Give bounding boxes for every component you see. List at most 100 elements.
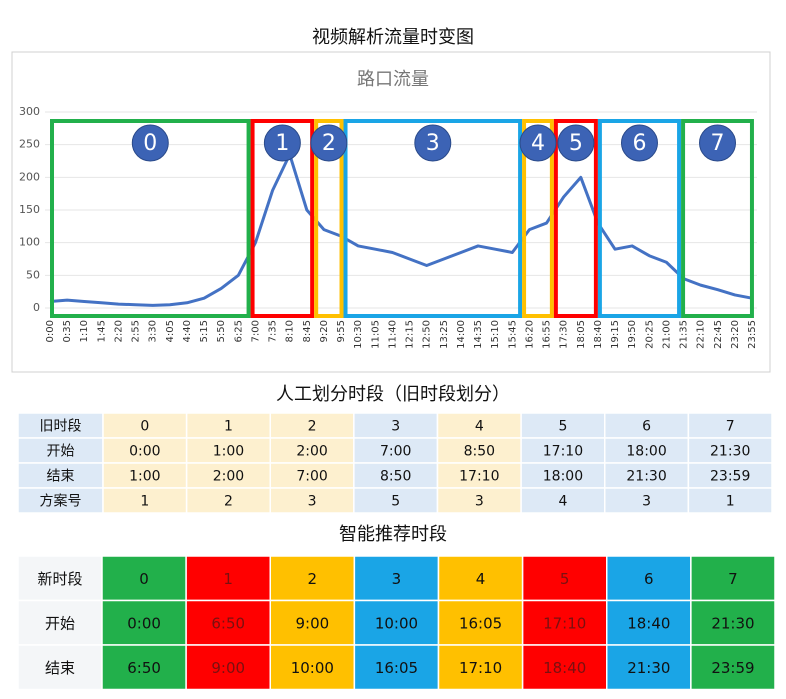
x-tick-label: 12:50 — [422, 320, 433, 349]
table-cell — [606, 599, 692, 646]
cell-text: 6 — [642, 419, 651, 435]
cell-text: 18:40 — [627, 614, 670, 632]
x-tick-label: 19:50 — [627, 320, 638, 349]
cell-text: 10:00 — [375, 614, 418, 632]
x-tick-label: 9:55 — [336, 320, 347, 342]
cell-text: 17:10 — [543, 444, 583, 460]
table-cell — [520, 437, 606, 464]
segment-box — [343, 119, 523, 318]
x-tick-label: 15:45 — [507, 320, 518, 349]
table-cell — [436, 412, 522, 439]
x-tick-label: 11:05 — [370, 320, 381, 349]
table-cell — [690, 644, 776, 691]
y-tick-label: 50 — [26, 268, 40, 281]
cell-text: 21:30 — [711, 614, 754, 632]
cell-text: 21:30 — [626, 469, 666, 485]
x-tick-label: 14:00 — [456, 320, 467, 349]
cell-text: 4 — [558, 494, 567, 510]
x-tick-label: 4:40 — [182, 320, 193, 342]
x-tick-label: 8:10 — [285, 320, 296, 342]
cell-text: 5 — [558, 419, 567, 435]
segment-label: 5 — [569, 131, 583, 156]
table-title: 智能推荐时段 — [339, 524, 447, 545]
table-cell — [17, 555, 103, 602]
table-cell — [353, 487, 439, 514]
table-cell — [185, 487, 271, 514]
cell-text: 3 — [308, 494, 317, 510]
cell-text: 0 — [140, 419, 149, 435]
cell-text: 旧时段 — [40, 419, 82, 435]
cell-text: 7 — [726, 419, 735, 435]
cell-text: 6:50 — [127, 659, 161, 677]
cell-text: 23:59 — [710, 469, 750, 485]
line-series — [49, 152, 753, 307]
cell-text: 开始 — [45, 614, 75, 632]
cell-text: 1 — [224, 419, 233, 435]
x-tick-label: 18:40 — [593, 320, 604, 349]
cell-text: 新时段 — [37, 570, 82, 588]
cell-text: 17:10 — [459, 469, 499, 485]
segment-badge — [699, 124, 737, 162]
table-cell — [102, 487, 188, 514]
table-title: 人工划分时段（旧时段划分） — [276, 384, 510, 405]
segment-box — [553, 119, 598, 318]
table-cell — [687, 412, 773, 439]
table-cell — [604, 462, 690, 489]
cell-text: 2:00 — [296, 444, 327, 460]
x-tick-label: 15:10 — [490, 320, 501, 349]
x-tick-label: 21:35 — [679, 320, 690, 349]
segment-box — [522, 119, 554, 318]
cell-text: 3 — [642, 494, 651, 510]
cell-text: 1 — [726, 494, 735, 510]
segment-label: 6 — [632, 131, 646, 156]
cell-text: 3 — [391, 419, 400, 435]
segment-badge — [263, 124, 301, 162]
table-cell — [437, 555, 524, 602]
cell-text: 8:50 — [380, 469, 411, 485]
cell-text: 2 — [308, 570, 318, 588]
cell-text: 开始 — [47, 444, 75, 460]
segment-badge — [519, 124, 557, 162]
segment-box — [250, 119, 315, 318]
x-tick-label: 23:55 — [747, 320, 758, 349]
cell-text: 2 — [224, 494, 233, 510]
x-tick-label: 2:20 — [113, 320, 124, 342]
y-tick-label: 100 — [19, 236, 40, 249]
x-tick-label: 2:55 — [131, 320, 142, 342]
x-tick-label: 23:20 — [730, 320, 741, 349]
x-tick-label: 16:55 — [542, 320, 553, 349]
table-cell — [353, 599, 440, 646]
table-cell — [269, 487, 355, 514]
cell-text: 0:00 — [129, 444, 160, 460]
cell-text: 8:50 — [464, 444, 495, 460]
x-tick-label: 5:50 — [216, 320, 227, 342]
x-tick-label: 0:00 — [45, 320, 56, 342]
y-tick-label: 0 — [33, 301, 40, 314]
x-tick-label: 16:20 — [524, 320, 535, 349]
cell-text: 17:10 — [543, 614, 586, 632]
cell-text: 结束 — [47, 469, 75, 485]
segment-badge — [310, 124, 348, 162]
table-cell — [17, 599, 103, 646]
cell-text: 方案号 — [40, 493, 82, 510]
table-cell — [353, 437, 439, 464]
x-tick-label: 18:05 — [576, 320, 587, 349]
x-tick-label: 7:35 — [268, 320, 279, 342]
segment-badge — [131, 124, 169, 162]
cell-text: 21:30 — [710, 444, 750, 460]
cell-text: 9:00 — [295, 614, 329, 632]
cell-text: 1:00 — [129, 469, 160, 485]
cell-text: 7:00 — [296, 469, 327, 485]
x-tick-label: 17:30 — [559, 320, 570, 349]
x-tick-label: 9:20 — [319, 320, 330, 342]
y-tick-label: 200 — [19, 170, 40, 183]
table-cell — [604, 437, 690, 464]
table-cell — [17, 437, 104, 464]
table-cell — [437, 644, 524, 691]
cell-text: 1:00 — [213, 444, 244, 460]
cell-text: 3 — [392, 570, 402, 588]
table-cell — [353, 462, 439, 489]
x-tick-label: 1:10 — [79, 320, 90, 342]
cell-text: 5 — [560, 570, 570, 588]
